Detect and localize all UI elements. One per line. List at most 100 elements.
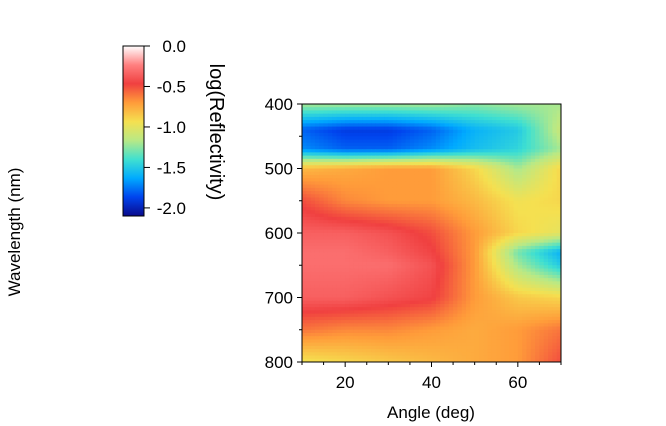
heatmap-cell (552, 149, 558, 153)
heatmap-cell (349, 145, 355, 150)
heatmap-cell (332, 149, 338, 153)
heatmap-cell (392, 133, 398, 137)
heatmap-cell (418, 210, 424, 215)
heatmap-cell (323, 168, 329, 173)
heatmap-cell (500, 332, 506, 337)
heatmap-cell (388, 165, 394, 170)
heatmap-cell (340, 136, 346, 141)
heatmap-cell (306, 197, 312, 202)
heatmap-cell (366, 323, 372, 328)
heatmap-cell (340, 216, 346, 221)
heatmap-cell (517, 174, 523, 179)
heatmap-cell (375, 294, 381, 299)
heatmap-cell (526, 184, 532, 189)
heatmap-cell (474, 120, 480, 124)
heatmap-cell (409, 281, 415, 286)
heatmap-cell (435, 149, 441, 153)
heatmap-cell (401, 155, 407, 160)
heatmap-cell (457, 162, 463, 166)
heatmap-cell (530, 223, 536, 228)
heatmap-cell (448, 142, 454, 147)
heatmap-cell (366, 171, 372, 176)
heatmap-cell (353, 184, 359, 189)
heatmap-cell (384, 339, 389, 344)
heatmap-cell (388, 229, 394, 234)
heatmap-cell (517, 149, 523, 153)
heatmap-cell (302, 355, 307, 360)
heatmap-cell (431, 226, 437, 231)
heatmap-cell (388, 345, 394, 350)
heatmap-cell (431, 216, 437, 221)
heatmap-cell (522, 271, 528, 276)
heatmap-cell (414, 216, 420, 221)
heatmap-cell (543, 352, 549, 357)
heatmap-cell (478, 281, 484, 286)
heatmap-cell (504, 336, 510, 341)
heatmap-cell (548, 274, 553, 279)
heatmap-cell (435, 339, 441, 344)
heatmap-cell (483, 226, 489, 231)
heatmap-cell (401, 345, 407, 350)
heatmap-cell (535, 284, 541, 289)
heatmap-cell (548, 187, 553, 192)
heatmap-cell (548, 184, 553, 189)
heatmap-cell (496, 197, 502, 202)
heatmap-cell (358, 194, 364, 199)
heatmap-cell (453, 197, 458, 202)
heatmap-cell (396, 126, 402, 131)
heatmap-cell (466, 207, 471, 212)
heatmap-cell (448, 329, 454, 334)
heatmap-cell (474, 262, 480, 266)
heatmap-cell (517, 268, 523, 273)
heatmap-cell (556, 210, 561, 215)
heatmap-cell (427, 158, 433, 163)
heatmap-cell (340, 197, 346, 202)
heatmap-cell (418, 265, 424, 270)
heatmap-cell (319, 329, 325, 334)
heatmap-cell (401, 187, 407, 192)
heatmap-cell (327, 210, 333, 215)
heatmap-cell (435, 249, 441, 253)
heatmap-cell (375, 181, 381, 186)
heatmap-cell (478, 152, 484, 157)
heatmap-cell (474, 268, 480, 273)
heatmap-cell (405, 255, 411, 260)
heatmap-cell (517, 349, 523, 353)
heatmap-cell (392, 323, 398, 328)
heatmap-cell (409, 155, 415, 160)
heatmap-cell (556, 194, 561, 199)
heatmap-cell (461, 320, 467, 324)
heatmap-cell (526, 181, 532, 186)
heatmap-cell (440, 303, 446, 308)
heatmap-cell (336, 326, 342, 331)
heatmap-cell (457, 268, 463, 273)
heatmap-cell (332, 158, 338, 163)
heatmap-cell (435, 191, 441, 195)
heatmap-cell (414, 152, 420, 157)
heatmap-cell (522, 355, 528, 360)
heatmap-cell (500, 242, 506, 247)
heatmap-cell (375, 355, 381, 360)
heatmap-cell (556, 320, 561, 324)
heatmap-cell (556, 249, 561, 253)
heatmap-cell (384, 262, 389, 266)
heatmap-cell (366, 136, 372, 141)
heatmap-cell (522, 258, 528, 263)
heatmap-cell (470, 194, 476, 199)
heatmap-cell (340, 278, 346, 282)
heatmap-cell (470, 252, 476, 257)
heatmap-cell (491, 203, 497, 208)
heatmap-cell (548, 345, 553, 350)
heatmap-cell (504, 178, 510, 182)
heatmap-cell (392, 345, 398, 350)
heatmap-cell (526, 197, 532, 202)
heatmap-cell (457, 258, 463, 263)
heatmap-cell (440, 281, 446, 286)
heatmap-cell (362, 358, 368, 362)
heatmap-cell (371, 200, 376, 205)
heatmap-cell (358, 332, 364, 337)
heatmap-cell (353, 191, 359, 195)
heatmap-cell (509, 358, 515, 362)
heatmap-cell (349, 229, 355, 234)
heatmap-cell (384, 239, 389, 244)
